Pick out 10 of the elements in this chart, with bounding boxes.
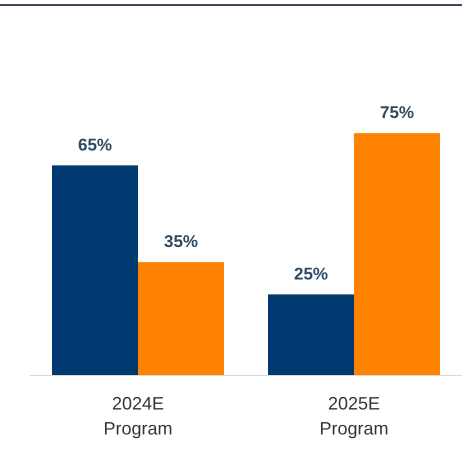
- bar: [268, 294, 354, 375]
- data-label: 65%: [78, 135, 112, 154]
- data-label: 35%: [164, 232, 198, 252]
- data-label: 75%: [380, 103, 414, 122]
- bar: [52, 165, 138, 375]
- data-label: 25%: [294, 264, 328, 284]
- x-tick-label: 2024E Program: [103, 394, 173, 438]
- bar: [138, 262, 224, 375]
- x-tick-label: 2025E Program: [319, 394, 389, 438]
- bar: [354, 133, 440, 375]
